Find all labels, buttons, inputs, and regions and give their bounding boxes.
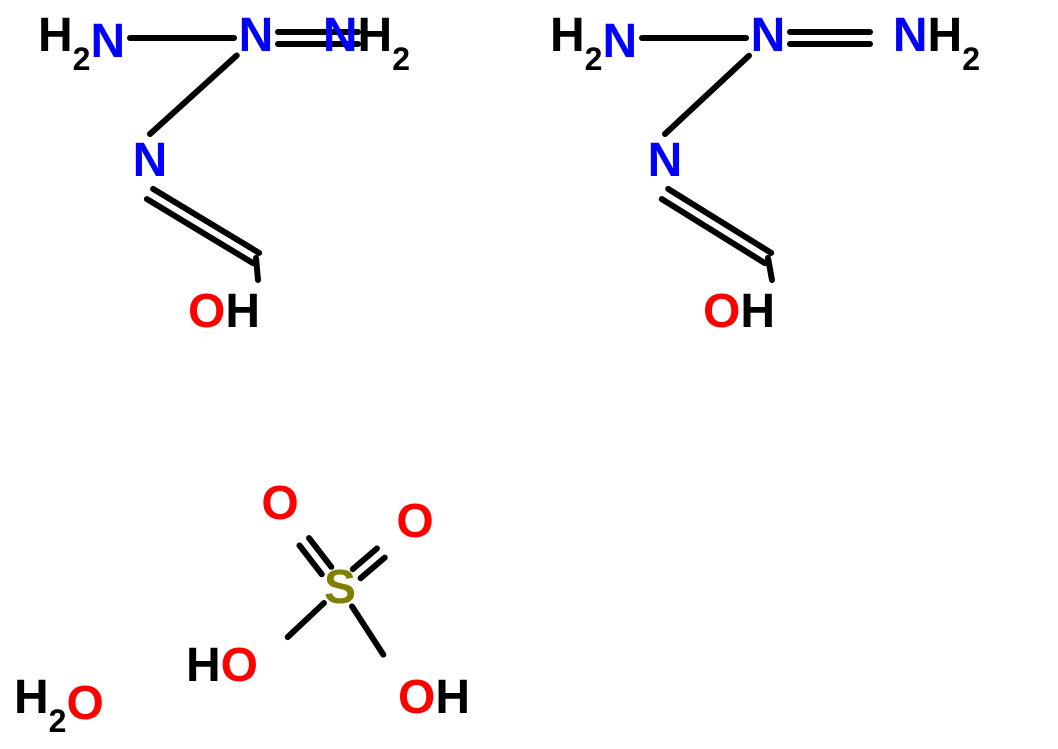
atom-label: H2N <box>550 9 637 78</box>
bond <box>352 606 383 654</box>
atom-label: N <box>133 134 168 187</box>
atom-label: OH <box>188 285 260 338</box>
bond <box>256 258 258 280</box>
chemical-structure-diagram: H2N N NH2 N OH H2N N NH2 N OH SO O HO OH H2O <box>0 0 1058 749</box>
atom-label: OH <box>703 285 775 338</box>
bond <box>150 56 237 135</box>
atom-label: OH <box>398 671 470 724</box>
atom-label: NH2 <box>323 9 410 78</box>
bond <box>665 56 749 134</box>
atom-label: N <box>239 9 274 62</box>
bond <box>147 199 253 263</box>
atom-label: S <box>324 561 356 614</box>
bond <box>668 189 771 253</box>
atom-label: O <box>396 495 433 548</box>
atom-label: N <box>648 134 683 187</box>
atom-label: H2N <box>38 9 125 78</box>
bond <box>662 199 765 263</box>
atom-label: H2O <box>14 671 104 740</box>
atom-label: NH2 <box>893 9 980 78</box>
atom-label: N <box>751 9 786 62</box>
bond <box>153 189 259 253</box>
bond <box>768 258 772 280</box>
bond <box>288 603 324 637</box>
atom-label: O <box>261 477 298 530</box>
atom-label: HO <box>186 639 258 692</box>
